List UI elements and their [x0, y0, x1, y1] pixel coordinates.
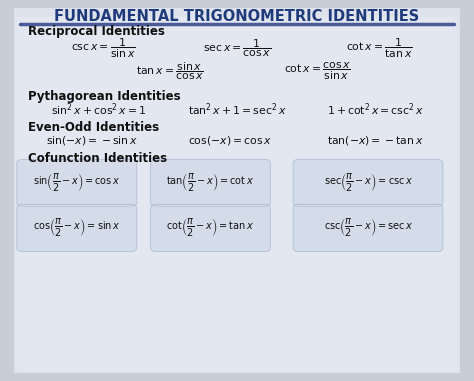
Text: $\tan\!\left(\dfrac{\pi}{2} - x\right) = \cot x$: $\tan\!\left(\dfrac{\pi}{2} - x\right) =… [166, 171, 255, 194]
FancyBboxPatch shape [17, 204, 137, 251]
FancyBboxPatch shape [8, 2, 466, 379]
FancyBboxPatch shape [293, 204, 443, 251]
Text: $\cos\!\left(\dfrac{\pi}{2} - x\right) = \sin x$: $\cos\!\left(\dfrac{\pi}{2} - x\right) =… [33, 216, 120, 239]
Text: $\sec\!\left(\dfrac{\pi}{2} - x\right) = \csc x$: $\sec\!\left(\dfrac{\pi}{2} - x\right) =… [324, 171, 413, 194]
Text: $\tan^2 x + 1 = \sec^2 x$: $\tan^2 x + 1 = \sec^2 x$ [188, 101, 286, 118]
FancyBboxPatch shape [151, 204, 270, 251]
Text: $\tan x = \dfrac{\sin x}{\cos x}$: $\tan x = \dfrac{\sin x}{\cos x}$ [136, 61, 204, 82]
Text: Reciprocal Identities: Reciprocal Identities [27, 25, 164, 38]
FancyBboxPatch shape [17, 159, 137, 207]
Text: $\sin^2 x + \cos^2 x = 1$: $\sin^2 x + \cos^2 x = 1$ [51, 101, 146, 118]
Text: FUNDAMENTAL TRIGONOMETRIC IDENTITIES: FUNDAMENTAL TRIGONOMETRIC IDENTITIES [55, 9, 419, 24]
Text: $1 + \cot^2 x = \csc^2 x$: $1 + \cot^2 x = \csc^2 x$ [327, 101, 424, 118]
Text: $\csc\!\left(\dfrac{\pi}{2} - x\right) = \sec x$: $\csc\!\left(\dfrac{\pi}{2} - x\right) =… [324, 216, 413, 239]
Text: $\sec x = \dfrac{1}{\cos x}$: $\sec x = \dfrac{1}{\cos x}$ [203, 38, 271, 59]
Text: $\cot x = \dfrac{\cos x}{\sin x}$: $\cot x = \dfrac{\cos x}{\sin x}$ [283, 61, 351, 82]
Text: $\cot x = \dfrac{1}{\tan x}$: $\cot x = \dfrac{1}{\tan x}$ [346, 37, 413, 60]
Text: $\csc x = \dfrac{1}{\sin x}$: $\csc x = \dfrac{1}{\sin x}$ [71, 37, 136, 60]
Text: $\sin(-x) = -\sin x$: $\sin(-x) = -\sin x$ [46, 134, 138, 147]
FancyBboxPatch shape [293, 159, 443, 207]
Text: Cofunction Identities: Cofunction Identities [27, 152, 167, 165]
Text: Even-Odd Identities: Even-Odd Identities [27, 121, 159, 134]
Text: $\sin\!\left(\dfrac{\pi}{2} - x\right) = \cos x$: $\sin\!\left(\dfrac{\pi}{2} - x\right) =… [33, 171, 120, 194]
FancyBboxPatch shape [151, 159, 270, 207]
Text: $\cos(-x) = \cos x$: $\cos(-x) = \cos x$ [188, 134, 273, 147]
FancyBboxPatch shape [17, 17, 457, 371]
Text: $\cot\!\left(\dfrac{\pi}{2} - x\right) = \tan x$: $\cot\!\left(\dfrac{\pi}{2} - x\right) =… [166, 216, 255, 239]
Text: $\tan(-x) = -\tan x$: $\tan(-x) = -\tan x$ [327, 134, 423, 147]
Text: Pythagorean Identities: Pythagorean Identities [27, 90, 180, 102]
